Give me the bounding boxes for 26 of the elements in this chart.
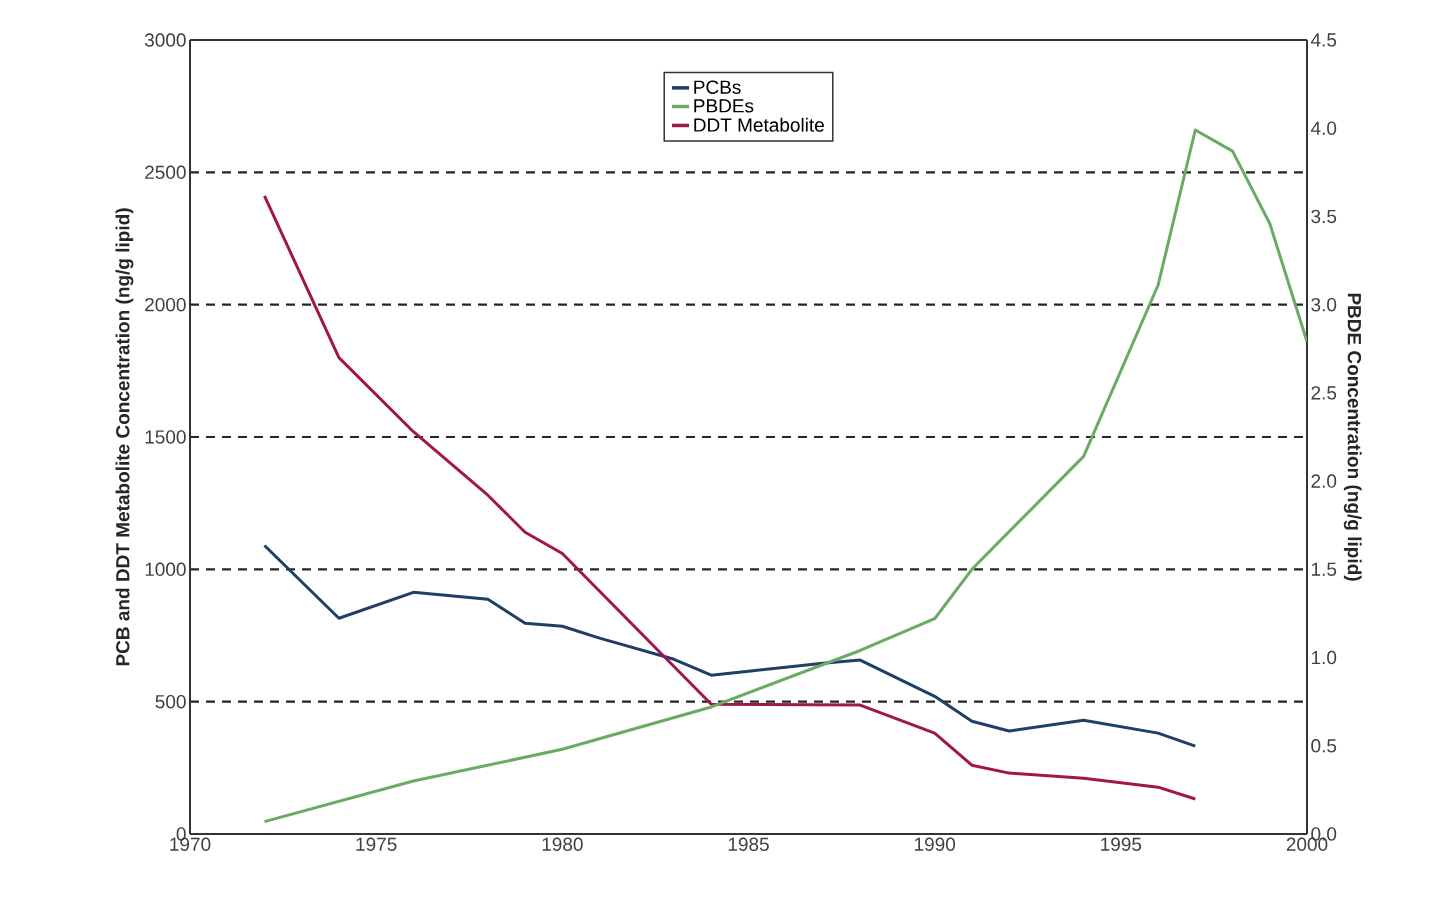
y2-tick-label: 1.5 — [1311, 562, 1337, 576]
y-axis-title: PCB and DDT Metabolite Concentration (ng/g lipid) — [115, 208, 134, 666]
y2-tick-label: 2.0 — [1311, 474, 1337, 488]
y2-axis-title: PBDE Concentration (ng/g lipid) — [1343, 293, 1362, 581]
legend-label: DDT Metabolite — [694, 117, 824, 132]
x-tick-label: 1990 — [914, 837, 956, 851]
y-tick-label: 2500 — [145, 165, 186, 180]
x-tick-label: 1995 — [1101, 837, 1142, 851]
y2-tick-label: 1.0 — [1311, 650, 1337, 665]
y-tick-label: 1000 — [145, 562, 186, 577]
y2-tick-label: 3.0 — [1311, 297, 1337, 312]
y-tick-label: 500 — [155, 694, 186, 709]
y2-tick-label: 3.5 — [1311, 209, 1337, 224]
y2-tick-label: 2.5 — [1311, 386, 1337, 400]
y-tick-label: 3000 — [144, 33, 186, 47]
x-tick-label: 1985 — [728, 837, 769, 851]
x-tick-label: 1975 — [356, 837, 397, 851]
y2-tick-label: 0.5 — [1311, 739, 1337, 753]
y-tick-label: 1500 — [145, 430, 186, 444]
y2-tick-label: 4.0 — [1310, 121, 1337, 135]
y2-tick-label: 4.5 — [1310, 33, 1337, 47]
legend-label: PBDEs — [694, 99, 754, 113]
legend-label: PCBs — [694, 80, 741, 94]
line-series — [262, 194, 1197, 801]
y-tick-label: 2000 — [145, 297, 186, 312]
x-tick-label: 1980 — [542, 837, 583, 851]
